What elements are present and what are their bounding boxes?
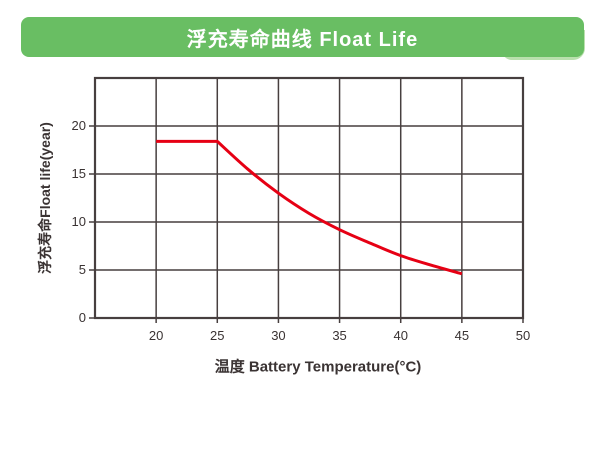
plot-area (89, 76, 525, 323)
x-tick-label: 25 (210, 328, 225, 343)
y-tick-label: 15 (71, 166, 86, 181)
x-tick-label: 50 (515, 328, 531, 343)
page-title: 浮充寿命曲线 Float Life (186, 28, 419, 51)
x-axis-title: 温度 Battery Temperature(°C) (214, 358, 422, 376)
y-axis-title: 浮充寿命Float life(year) (37, 122, 53, 274)
header-banner: 浮充寿命曲线 Float Life (21, 17, 584, 57)
x-tick-label: 35 (332, 328, 347, 343)
y-tick-label: 20 (71, 118, 86, 133)
y-tick-label: 0 (78, 310, 86, 325)
x-tick-label: 20 (148, 328, 164, 343)
x-tick-label: 45 (454, 328, 470, 343)
y-tick-label: 10 (71, 214, 86, 229)
x-tick-label: 30 (271, 328, 286, 343)
y-tick-label: 5 (78, 262, 86, 277)
x-tick-label: 40 (393, 328, 408, 343)
plot-border (93, 76, 525, 320)
float-life-curve (156, 139, 463, 276)
